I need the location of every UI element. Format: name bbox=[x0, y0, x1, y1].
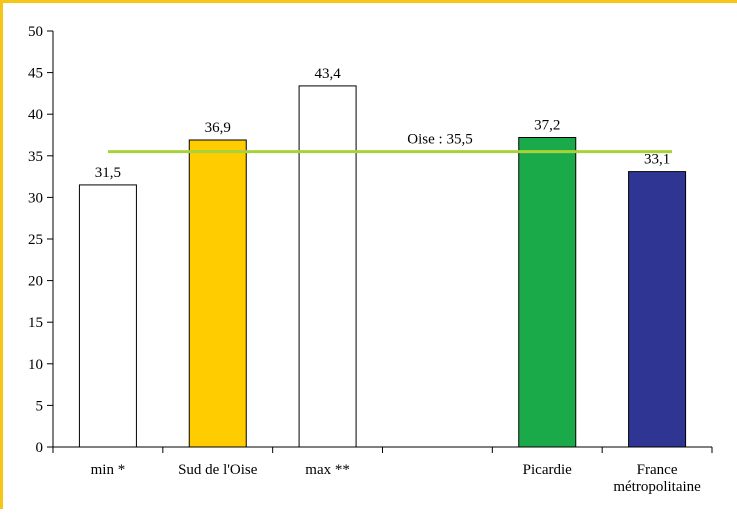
x-category-label: Picardie bbox=[523, 462, 572, 478]
x-category-label: max ** bbox=[305, 462, 350, 478]
bar-value-label: 37,2 bbox=[534, 117, 560, 133]
x-category-label: métropolitaine bbox=[613, 479, 701, 495]
x-category-label: Sud de l'Oise bbox=[178, 462, 258, 478]
reference-line-label: Oise : 35,5 bbox=[407, 132, 472, 148]
y-tick-label: 40 bbox=[28, 107, 43, 123]
bar-value-label: 33,1 bbox=[644, 152, 670, 168]
y-axis: 0 5 10 15 20 25 30 35 40 45 50 bbox=[28, 24, 54, 456]
x-category-label: France bbox=[637, 462, 678, 478]
bar bbox=[78, 184, 137, 448]
bar-value-label: 31,5 bbox=[95, 165, 121, 181]
x-category-label: min * bbox=[91, 462, 126, 478]
y-tick-label: 45 bbox=[28, 66, 43, 82]
y-tick-label: 15 bbox=[28, 315, 43, 331]
bars: 31,5 36,9 43,4 37,2 33,1 bbox=[78, 66, 687, 448]
y-tick-label: 25 bbox=[28, 232, 43, 248]
reference-line-group: Oise : 35,5 bbox=[108, 132, 672, 154]
y-tick-label: 35 bbox=[28, 149, 43, 165]
y-tick-label: 10 bbox=[28, 357, 43, 373]
bar bbox=[518, 136, 577, 448]
bar bbox=[298, 85, 357, 448]
bar bbox=[188, 139, 247, 448]
y-tick-label: 50 bbox=[28, 24, 43, 40]
y-tick-label: 5 bbox=[36, 398, 44, 414]
y-tick-label: 20 bbox=[28, 274, 43, 290]
bar-value-label: 43,4 bbox=[314, 66, 341, 82]
bar-value-label: 36,9 bbox=[205, 120, 231, 136]
x-axis: min * Sud de l'Oise max ** Picardie Francemé… bbox=[52, 446, 713, 495]
y-tick-label: 30 bbox=[28, 190, 43, 206]
bar bbox=[628, 171, 687, 448]
y-tick-label: 0 bbox=[36, 440, 44, 456]
